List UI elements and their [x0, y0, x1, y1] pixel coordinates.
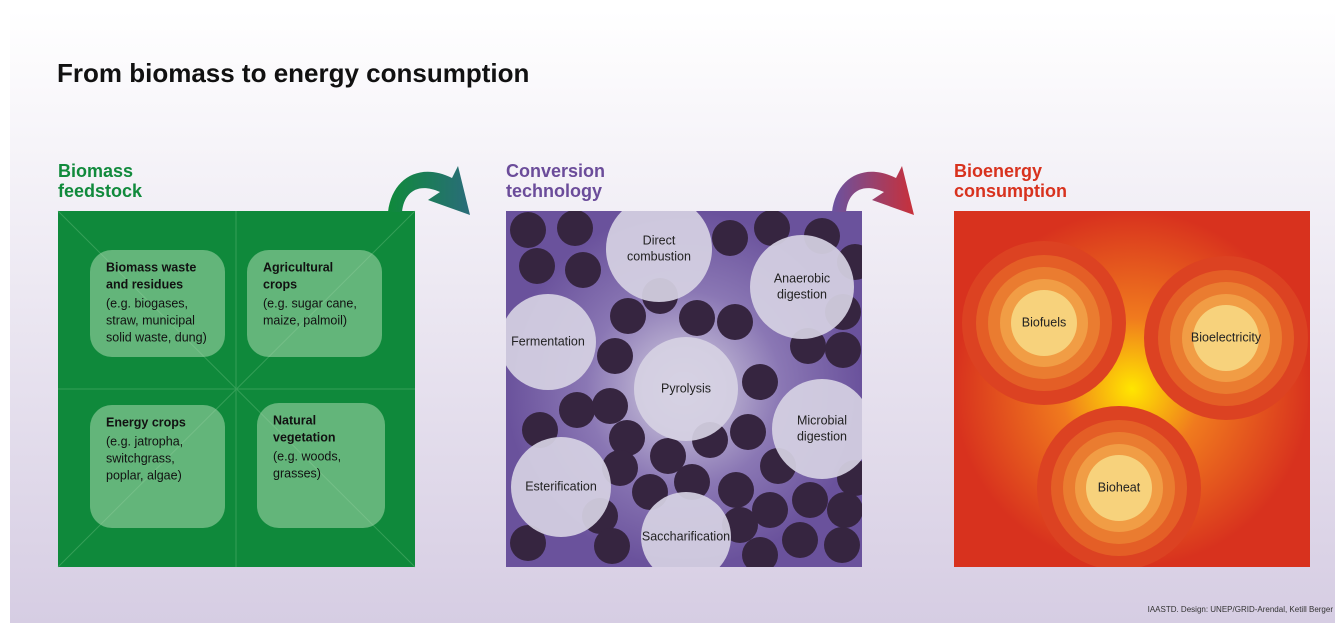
dark-circle [609, 420, 645, 456]
technology-label: digestion [777, 287, 827, 301]
dark-circle [594, 528, 630, 564]
dark-circle [559, 392, 595, 428]
item-detail: maize, palmoil) [263, 313, 347, 327]
title: From biomass to energy consumption [57, 58, 529, 88]
credit: IAASTD. Design: UNEP/GRID-Arendal, Ketil… [1148, 605, 1334, 614]
energy-label: Biofuels [1022, 315, 1066, 329]
item-title: and residues [106, 277, 183, 291]
dark-circle [592, 388, 628, 424]
dark-circle [565, 252, 601, 288]
item-detail: grasses) [273, 466, 321, 480]
dark-circle [824, 527, 860, 563]
dark-circle [792, 482, 828, 518]
item-detail: (e.g. biogases, [106, 296, 188, 310]
dark-circle [510, 212, 546, 248]
panel-heading: feedstock [58, 181, 143, 201]
dark-circle [825, 332, 861, 368]
infographic: From biomass to energy consumption IAAST… [0, 0, 1335, 623]
dark-circle [717, 304, 753, 340]
item-detail: poplar, algae) [106, 468, 182, 482]
technology-label: Direct [643, 233, 676, 247]
technology-label: Esterification [525, 479, 597, 493]
energy-label: Bioelectricity [1191, 330, 1262, 344]
dark-circle [718, 472, 754, 508]
item-title: vegetation [273, 430, 336, 444]
technology-label: combustion [627, 249, 691, 263]
technology-label: Anaerobic [774, 271, 830, 285]
technology-label: Microbial [797, 413, 847, 427]
technology-label: Pyrolysis [661, 381, 711, 395]
dark-circle [557, 210, 593, 246]
dark-circle [679, 300, 715, 336]
dark-circle [730, 414, 766, 450]
panel-heading: Conversion [506, 161, 605, 181]
item-title: Energy crops [106, 415, 186, 429]
technology-label: Saccharification [642, 529, 730, 543]
panel-heading: technology [506, 181, 602, 201]
item-detail: switchgrass, [106, 451, 175, 465]
item-title: Agricultural [263, 260, 333, 274]
energy-label: Bioheat [1098, 480, 1141, 494]
item-detail: (e.g. sugar cane, [263, 296, 357, 310]
panel-heading: Bioenergy [954, 161, 1042, 181]
item-detail: (e.g. woods, [273, 449, 341, 463]
dark-circle [742, 364, 778, 400]
technology-label: digestion [797, 429, 847, 443]
dark-circle [712, 220, 748, 256]
dark-circle [597, 338, 633, 374]
dark-circle [827, 492, 863, 528]
item-title: Natural [273, 413, 316, 427]
item-detail: (e.g. jatropha, [106, 434, 183, 448]
panel-heading: consumption [954, 181, 1067, 201]
item-detail: solid waste, dung) [106, 330, 207, 344]
technology-label: Fermentation [511, 334, 585, 348]
dark-circle [610, 298, 646, 334]
dark-circle [519, 248, 555, 284]
panel-heading: Biomass [58, 161, 133, 181]
item-detail: straw, municipal [106, 313, 195, 327]
item-title: crops [263, 277, 297, 291]
item-title: Biomass waste [106, 260, 196, 274]
dark-circle [782, 522, 818, 558]
